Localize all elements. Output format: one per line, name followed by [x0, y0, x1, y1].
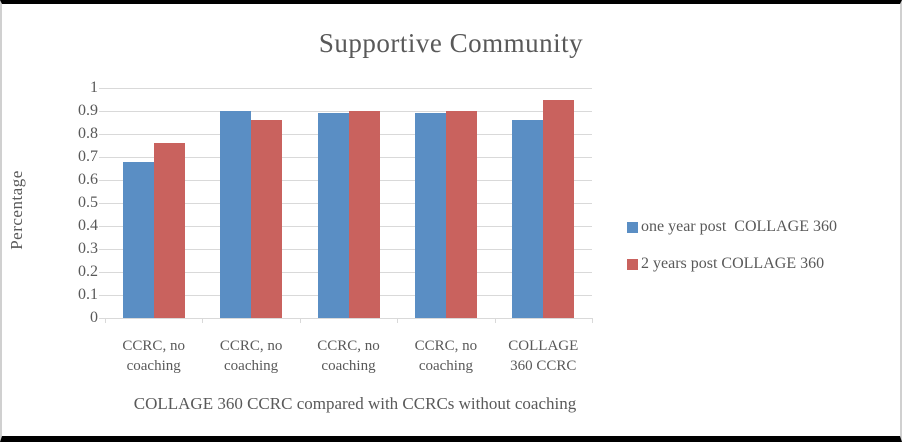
y-tick-mark — [99, 111, 105, 112]
x-tick-mark — [202, 318, 204, 323]
x-tick-mark — [299, 318, 301, 323]
x-category-label: CCRC, no coaching — [122, 338, 185, 374]
bar-series-2-group-4 — [445, 111, 477, 318]
plot-area — [99, 88, 593, 323]
y-tick-mark — [99, 295, 105, 296]
y-tick-mark — [99, 134, 105, 135]
bar-series-1-group-3 — [317, 113, 349, 318]
bar-series-1-group-1 — [122, 161, 154, 318]
gridline — [105, 88, 592, 89]
legend-item-1: one year post COLLAGE 360 — [627, 217, 837, 237]
bar-series-2-group-5 — [543, 99, 575, 318]
legend-item-2: 2 years post COLLAGE 360 — [627, 254, 837, 274]
bar-series-2-group-1 — [153, 143, 185, 318]
x-tick-mark — [397, 318, 399, 323]
x-axis-title: COLLAGE 360 CCRC compared with CCRCs wit… — [133, 394, 577, 413]
y-tick-mark — [99, 203, 105, 204]
y-tick-label: 0 — [90, 309, 98, 326]
bar-series-1-group-4 — [414, 113, 446, 318]
y-tick-label: 1 — [90, 79, 98, 96]
bar-series-2-group-3 — [348, 111, 380, 318]
bar-series-2-group-2 — [251, 120, 283, 318]
y-tick-mark — [99, 272, 105, 273]
y-tick-mark — [99, 88, 105, 89]
y-tick-mark — [99, 157, 105, 158]
legend-swatch-icon — [627, 258, 638, 270]
x-category-label: CCRC, no coaching — [219, 338, 283, 374]
legend: one year post COLLAGE 360 2 years post CO… — [627, 217, 837, 291]
x-category-label: COLLAGE 360 CCRC — [508, 338, 579, 374]
x-category-label: CCRC, no coaching — [317, 338, 380, 374]
y-tick-mark — [99, 318, 105, 319]
legend-label: one year post COLLAGE 360 — [641, 218, 837, 235]
y-tick-label: 0.3 — [78, 240, 98, 257]
y-axis-tick-labels: 0 0.1 0.2 0.3 0.4 0.5 0.6 0.7 0.8 0.9 1 — [2, 79, 98, 326]
y-tick-label: 0.5 — [78, 194, 98, 211]
y-tick-label: 0.1 — [78, 286, 98, 303]
x-tick-mark — [592, 318, 593, 323]
bar-series-1-group-2 — [220, 111, 252, 318]
y-tick-label: 0.8 — [78, 125, 98, 142]
y-tick-mark — [99, 249, 105, 250]
y-tick-label: 0.7 — [78, 148, 98, 165]
y-tick-label: 0.2 — [78, 263, 98, 280]
x-category-label: CCRC, no coaching — [414, 338, 478, 374]
legend-swatch-icon — [627, 221, 638, 233]
y-tick-label: 0.4 — [78, 217, 98, 234]
chart-title: Supportive Community — [318, 28, 584, 58]
y-tick-mark — [99, 180, 105, 181]
y-tick-mark — [99, 226, 105, 227]
y-tick-label: 0.6 — [78, 171, 98, 188]
bar-series-1-group-5 — [512, 120, 544, 318]
x-tick-mark — [494, 318, 496, 323]
y-tick-label: 0.9 — [78, 102, 98, 119]
x-tick-mark — [105, 318, 106, 323]
legend-label: 2 years post COLLAGE 360 — [641, 255, 825, 272]
gridline — [105, 318, 592, 319]
